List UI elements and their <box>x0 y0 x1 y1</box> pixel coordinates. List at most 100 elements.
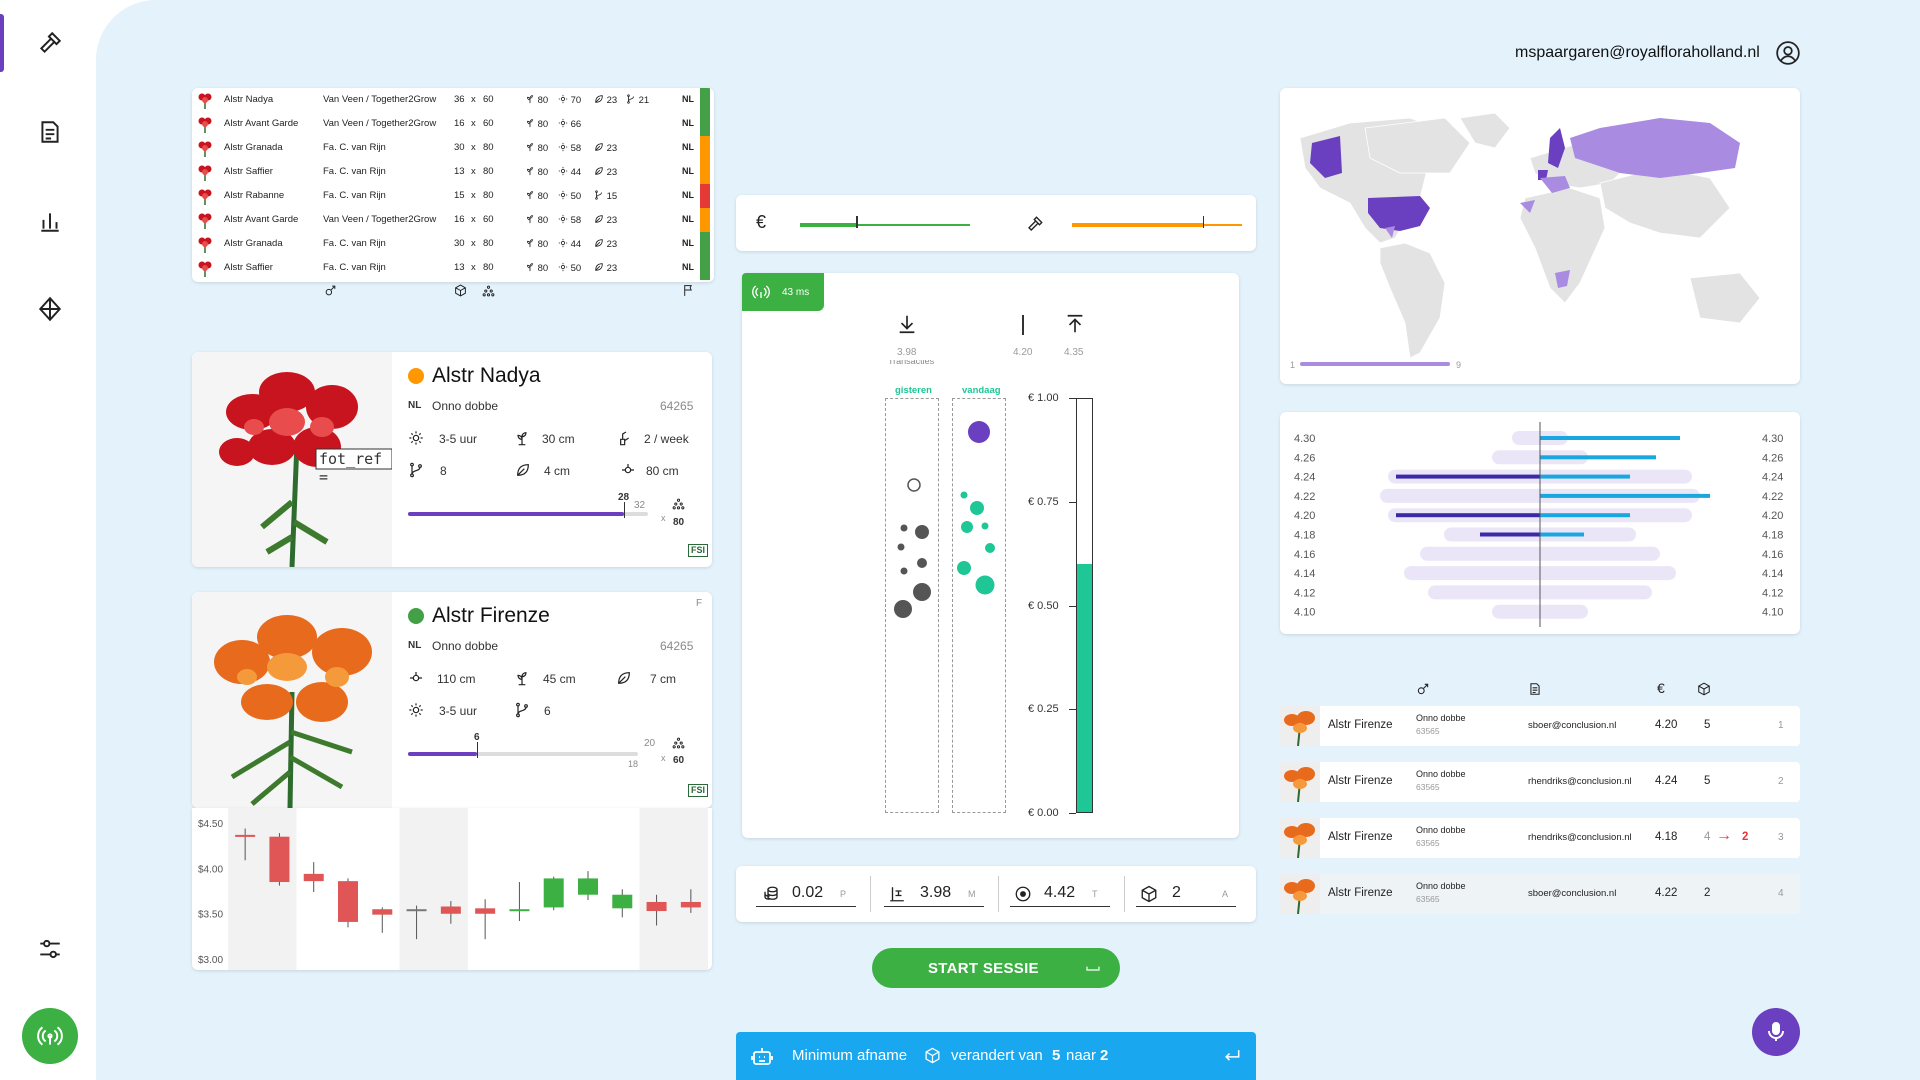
broadcast-icon <box>37 1026 63 1046</box>
bid-row[interactable]: Alstr Firenze Onno dobbe 63565 rhendriks@co… <box>1280 818 1800 859</box>
lot-row[interactable]: Alstr Avant Garde Van Veen / Together2Gro… <box>192 112 712 136</box>
candle-body[interactable] <box>372 909 393 915</box>
bid-thumbnail <box>1280 818 1320 859</box>
lot-row[interactable]: Alstr Nadya Van Veen / Together2Grow 36 x 60… <box>192 88 712 112</box>
target-value[interactable]: 4.42 <box>1044 884 1076 901</box>
candle-body[interactable] <box>269 836 290 883</box>
lot-row[interactable]: Alstr Granada Fa. C. van Rijn 30 x 80 80 58 … <box>192 136 712 160</box>
progress-mark-label: 6 <box>474 732 480 743</box>
leaf-icon <box>616 670 632 686</box>
corner-label: F <box>696 598 703 609</box>
depth-label-right: 4.16 <box>1762 549 1783 561</box>
diamond-split-icon[interactable] <box>30 289 70 329</box>
lot-stem-value: 80 <box>537 263 549 274</box>
candle-body[interactable] <box>475 908 496 914</box>
times-label: x <box>661 753 666 763</box>
voice-button[interactable] <box>1752 1008 1800 1056</box>
flag-icon[interactable] <box>682 284 695 297</box>
lot-sun: 58 <box>558 214 581 226</box>
amount-value[interactable]: 2 <box>1172 884 1181 901</box>
candle-body[interactable] <box>338 881 358 922</box>
box-icon <box>1140 885 1158 903</box>
product-code: 64265 <box>660 399 694 413</box>
lot-dim-b: 80 <box>483 190 494 201</box>
auction-gavel-icon[interactable] <box>30 23 70 63</box>
box-icon[interactable] <box>1697 682 1711 696</box>
lot-thumbnail <box>196 211 214 229</box>
depth-sell-bar <box>1540 493 1710 498</box>
candle-body[interactable] <box>646 901 667 912</box>
auction-slider[interactable] <box>1072 216 1242 228</box>
depth-label-left: 4.22 <box>1294 491 1315 503</box>
candle-body[interactable] <box>680 901 701 908</box>
depth-buy-bar <box>1396 474 1540 479</box>
min-value[interactable]: 3.98 <box>920 884 952 901</box>
upload-arrow-icon <box>1064 313 1086 335</box>
broadcast-button[interactable] <box>22 1008 78 1064</box>
lot-row[interactable]: Alstr Avant Garde Van Veen / Together2Gro… <box>192 208 712 232</box>
lot-row[interactable]: Alstr Saffier Fa. C. van Rijn 13 x 80 80 50 … <box>192 256 712 280</box>
lot-sun-value: 58 <box>570 215 582 226</box>
box-icon[interactable] <box>454 284 467 297</box>
col-today-label: vandaag <box>962 385 1001 396</box>
notification-middle: verandert van <box>951 1047 1043 1064</box>
start-session-button[interactable]: START SESSIE <box>872 948 1120 988</box>
bids-header: € <box>1280 676 1800 700</box>
lot-grower: Van Veen / Together2Grow <box>323 214 437 225</box>
lot-sun-value: 44 <box>570 239 582 250</box>
candle-body[interactable] <box>440 906 461 914</box>
lot-sun: 58 <box>558 142 581 154</box>
lot-leaf-value: 23 <box>606 263 618 274</box>
document-icon[interactable] <box>1528 682 1542 696</box>
account-icon[interactable] <box>1775 40 1801 66</box>
lot-dim-a: 16 <box>454 214 465 225</box>
lot-name: Alstr Rabanne <box>224 190 285 201</box>
sliders-icon[interactable] <box>30 929 70 969</box>
candle-body[interactable] <box>406 909 427 912</box>
lot-times: x <box>471 118 476 129</box>
gender-icon[interactable] <box>324 284 337 297</box>
lot-times: x <box>471 238 476 249</box>
candle-body[interactable] <box>543 878 564 908</box>
step-value[interactable]: 0.02 <box>792 884 824 901</box>
auction-slider-fill <box>1072 223 1203 227</box>
candle-body[interactable] <box>235 834 256 837</box>
candle-body[interactable] <box>303 873 324 882</box>
sun-icon <box>408 702 424 718</box>
flower-photo-red: fot_ref = <box>192 352 393 567</box>
lot-stem: 80 <box>525 118 548 130</box>
clock-tick <box>1069 813 1076 814</box>
stack-icon[interactable] <box>482 284 495 297</box>
enter-key-icon[interactable] <box>1222 1046 1242 1066</box>
chart-band <box>673 808 708 970</box>
depth-label-left: 4.26 <box>1294 452 1315 464</box>
euro-icon[interactable]: € <box>1657 680 1665 696</box>
candle-body[interactable] <box>509 909 530 912</box>
bid-row[interactable]: Alstr Firenze Onno dobbe 63565 sboer@conclu… <box>1280 874 1800 915</box>
depth-label-right: 4.14 <box>1762 568 1783 580</box>
bar-chart-icon[interactable] <box>30 201 70 241</box>
depth-label-left: 4.16 <box>1294 549 1315 561</box>
product-card-nadya[interactable]: fot_ref = Alstr Nadya NL Onno dobbe 6426… <box>192 352 712 567</box>
lot-dim-b: 60 <box>483 118 494 129</box>
bid-code: 63565 <box>1416 894 1440 904</box>
euro-slider[interactable] <box>800 216 970 228</box>
bid-row[interactable]: Alstr Firenze Onno dobbe 63565 sboer@conclu… <box>1280 706 1800 747</box>
product-card-firenze[interactable]: Alstr Firenze F NL Onno dobbe 64265 110 … <box>192 592 712 808</box>
min-label: 3.98 <box>897 347 917 358</box>
candle-body[interactable] <box>578 878 598 895</box>
lot-row[interactable]: Alstr Granada Fa. C. van Rijn 30 x 80 80 44 … <box>192 232 712 256</box>
document-icon[interactable] <box>30 112 70 152</box>
bid-product: Alstr Firenze <box>1328 887 1393 899</box>
gender-icon[interactable] <box>1416 682 1430 696</box>
lot-row[interactable]: Alstr Rabanne Fa. C. van Rijn 15 x 80 80 50 … <box>192 184 712 208</box>
bid-price: 4.24 <box>1655 775 1678 787</box>
candle-body[interactable] <box>612 894 633 909</box>
bid-rank: 2 <box>1778 776 1784 787</box>
bid-row[interactable]: Alstr Firenze Onno dobbe 63565 rhendriks@co… <box>1280 762 1800 803</box>
depth-label-right: 4.22 <box>1762 491 1783 503</box>
lot-branch-value: 21 <box>638 95 650 106</box>
lot-row[interactable]: Alstr Saffier Fa. C. van Rijn 13 x 80 80 44 … <box>192 160 712 184</box>
lot-thumbnail <box>196 259 214 277</box>
auction-clock-card: 43 ms 3.98 4.20 4.35 Transacties gistere… <box>742 273 1239 838</box>
